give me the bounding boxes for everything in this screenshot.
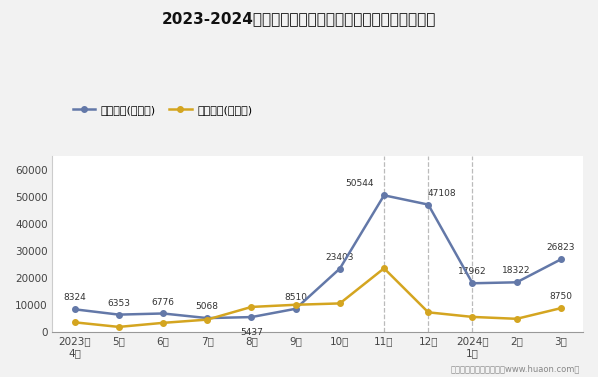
- 进口总额(万美元): [248, 305, 255, 309]
- Text: 6353: 6353: [107, 299, 130, 308]
- 进口总额(万美元): [469, 315, 476, 319]
- Text: 50544: 50544: [345, 179, 373, 188]
- 出口总额(万美元): [380, 193, 388, 198]
- Text: 8510: 8510: [284, 293, 307, 302]
- 进口总额(万美元): [204, 317, 211, 322]
- 进口总额(万美元): [380, 266, 388, 271]
- Text: 6776: 6776: [151, 297, 175, 307]
- Text: 2023-2024年泸州市商品收发货人所在地进、出口额统计: 2023-2024年泸州市商品收发货人所在地进、出口额统计: [162, 11, 436, 26]
- 进口总额(万美元): [115, 325, 123, 329]
- 进口总额(万美元): [513, 317, 520, 321]
- 出口总额(万美元): [557, 257, 565, 262]
- 进口总额(万美元): [557, 306, 565, 310]
- Line: 出口总额(万美元): 出口总额(万美元): [72, 193, 564, 321]
- 进口总额(万美元): [71, 320, 78, 325]
- 出口总额(万美元): [336, 266, 343, 271]
- 出口总额(万美元): [248, 315, 255, 319]
- Text: 23403: 23403: [325, 253, 354, 262]
- 进口总额(万美元): [336, 301, 343, 306]
- Line: 进口总额(万美元): 进口总额(万美元): [72, 265, 564, 330]
- 出口总额(万美元): [71, 307, 78, 311]
- 出口总额(万美元): [204, 316, 211, 320]
- 出口总额(万美元): [115, 313, 123, 317]
- Text: 17962: 17962: [458, 267, 487, 276]
- 出口总额(万美元): [292, 307, 299, 311]
- 进口总额(万美元): [425, 310, 432, 314]
- 出口总额(万美元): [160, 311, 167, 316]
- Text: 8750: 8750: [550, 292, 572, 301]
- 出口总额(万美元): [425, 202, 432, 207]
- Text: 8324: 8324: [63, 293, 86, 302]
- Legend: 出口总额(万美元), 进口总额(万美元): 出口总额(万美元), 进口总额(万美元): [69, 100, 257, 119]
- 出口总额(万美元): [469, 281, 476, 285]
- 进口总额(万美元): [292, 302, 299, 307]
- Text: 5437: 5437: [240, 328, 263, 337]
- 进口总额(万美元): [160, 320, 167, 325]
- 出口总额(万美元): [513, 280, 520, 285]
- Text: 26823: 26823: [547, 244, 575, 253]
- Text: 5068: 5068: [196, 302, 219, 311]
- Text: 47108: 47108: [428, 188, 456, 198]
- Text: 18322: 18322: [502, 267, 531, 275]
- Text: 制图：华经产业研究院（www.huaon.com）: 制图：华经产业研究院（www.huaon.com）: [451, 364, 580, 373]
